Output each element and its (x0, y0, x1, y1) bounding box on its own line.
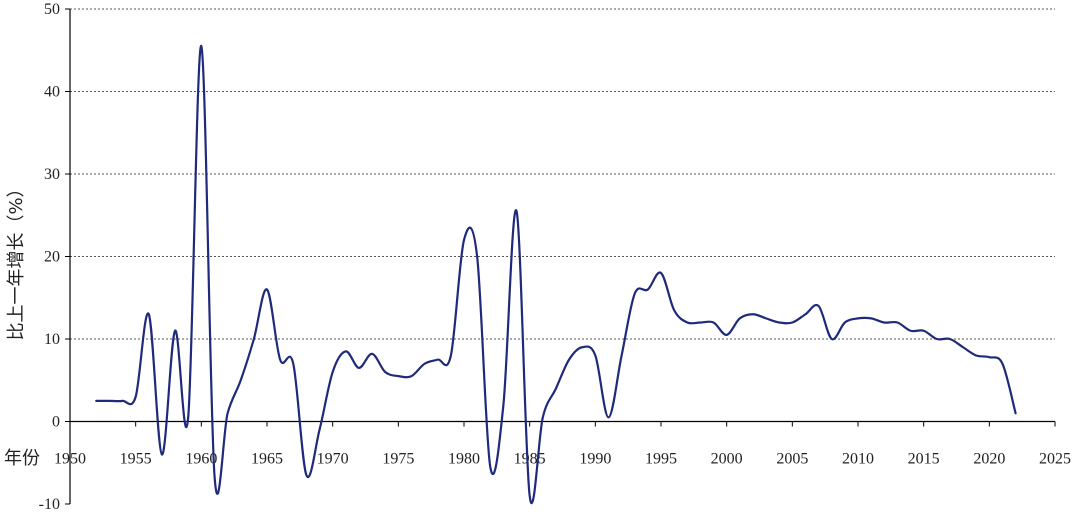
x-tick-label-2010: 2010 (842, 451, 874, 468)
x-tick-label-1995: 1995 (645, 451, 677, 468)
x-tick-label-2000: 2000 (711, 451, 743, 468)
x-tick-label-1975: 1975 (382, 451, 414, 468)
gridlines (70, 8, 1055, 340)
x-tick-label-2015: 2015 (908, 451, 940, 468)
x-axis-label: 年份 (4, 448, 40, 469)
x-tick-label-2005: 2005 (776, 451, 808, 468)
y-axis-label: 比上一年增长（%） (6, 179, 27, 340)
x-tick-label-1965: 1965 (251, 451, 283, 468)
y-tick-label-30: 30 (44, 166, 60, 183)
x-tick-label-1990: 1990 (579, 451, 611, 468)
x-tick-label-1960: 1960 (185, 451, 217, 468)
x-tick-label-2025: 2025 (1039, 451, 1071, 468)
series-line-0 (95, 45, 1017, 505)
y-tick-label-0: 0 (52, 414, 60, 431)
series-layer (95, 45, 1017, 505)
y-tick-label-10: 10 (44, 331, 60, 348)
x-tick-label-1985: 1985 (514, 451, 546, 468)
x-tick-label-1950: 1950 (54, 451, 86, 468)
x-tick-label-1970: 1970 (317, 451, 349, 468)
x-tick-label-1955: 1955 (120, 451, 152, 468)
x-tick-label-2020: 2020 (973, 451, 1005, 468)
x-tick-label-1980: 1980 (448, 451, 480, 468)
y-tick-label-20: 20 (44, 249, 60, 266)
y-tick-label--10: -10 (39, 496, 60, 513)
y-tick-label-50: 50 (44, 1, 60, 18)
y-tick-label-40: 40 (44, 84, 60, 101)
